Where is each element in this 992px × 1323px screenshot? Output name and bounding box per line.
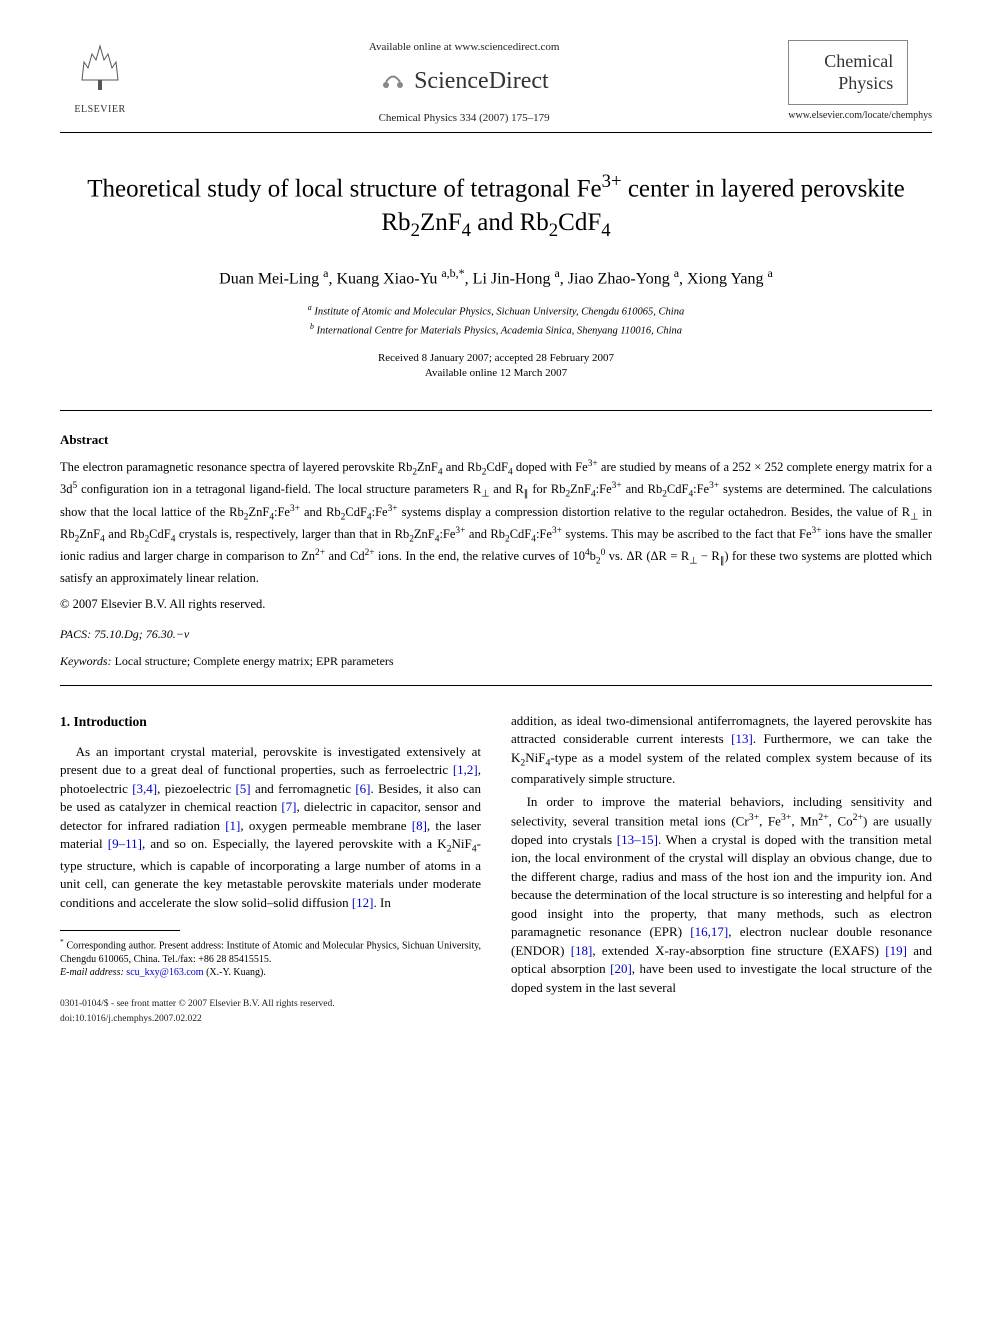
affiliation-a: a Institute of Atomic and Molecular Phys… [60, 302, 932, 320]
available-online-text: Available online at www.sciencedirect.co… [160, 40, 768, 55]
keywords-line: Keywords: Local structure; Complete ener… [60, 653, 932, 669]
sciencedirect-icon [380, 72, 411, 92]
keywords-value: Local structure; Complete energy matrix;… [115, 654, 394, 668]
article-dates: Received 8 January 2007; accepted 28 Feb… [60, 351, 932, 382]
pacs-value: 75.10.Dg; 76.30.−v [94, 627, 189, 641]
left-column: 1. Introduction As an important crystal … [60, 712, 481, 1027]
intro-para-1-continued: addition, as ideal two-dimensional antif… [511, 712, 932, 789]
footer-line1: 0301-0104/$ - see front matter © 2007 El… [60, 998, 481, 1011]
abstract-top-rule [60, 410, 932, 411]
sciencedirect-logo: ScienceDirect [160, 65, 768, 97]
pacs-label: PACS: [60, 627, 91, 641]
right-column: addition, as ideal two-dimensional antif… [511, 712, 932, 1027]
journal-box-line2: Physics [803, 73, 893, 95]
intro-para-2: In order to improve the material behavio… [511, 793, 932, 997]
body-columns: 1. Introduction As an important crystal … [60, 712, 932, 1027]
email-footnote: E-mail address: scu_kxy@163.com (X.-Y. K… [60, 966, 481, 980]
keywords-label: Keywords: [60, 654, 112, 668]
page-root: ELSEVIER Available online at www.science… [0, 0, 992, 1067]
intro-para-1: As an important crystal material, perovs… [60, 743, 481, 912]
header-center: Available online at www.sciencedirect.co… [140, 40, 788, 126]
sciencedirect-text: ScienceDirect [414, 68, 549, 94]
corresponding-footnote: * Corresponding author. Present address:… [60, 937, 481, 966]
email-label: E-mail address: [60, 967, 124, 978]
footnote-rule [60, 930, 180, 931]
affiliation-b: b International Centre for Materials Phy… [60, 321, 932, 339]
footer-line2: doi:10.1016/j.chemphys.2007.02.022 [60, 1013, 481, 1026]
email-tail: (X.-Y. Kuang). [206, 967, 266, 978]
elsevier-logo: ELSEVIER [60, 40, 140, 117]
abstract-body: The electron paramagnetic resonance spec… [60, 458, 932, 587]
abstract-bottom-rule [60, 685, 932, 686]
received-date: Received 8 January 2007; accepted 28 Feb… [60, 351, 932, 366]
journal-box-line1: Chemical [803, 51, 893, 73]
journal-title-box: Chemical Physics [788, 40, 908, 105]
journal-reference: Chemical Physics 334 (2007) 175–179 [160, 111, 768, 126]
email-link[interactable]: scu_kxy@163.com [126, 967, 203, 978]
pacs-line: PACS: 75.10.Dg; 76.30.−v [60, 626, 932, 642]
journal-url: www.elsevier.com/locate/chemphys [788, 109, 932, 123]
authors-line: Duan Mei-Ling a, Kuang Xiao-Yu a,b,*, Li… [60, 265, 932, 290]
affiliations: a Institute of Atomic and Molecular Phys… [60, 302, 932, 339]
header-right: Chemical Physics www.elsevier.com/locate… [788, 40, 932, 123]
abstract-copyright: © 2007 Elsevier B.V. All rights reserved… [60, 596, 932, 613]
elsevier-tree-icon [60, 40, 140, 103]
abstract-heading: Abstract [60, 431, 932, 449]
online-date: Available online 12 March 2007 [60, 366, 932, 381]
header-row: ELSEVIER Available online at www.science… [60, 40, 932, 126]
article-title: Theoretical study of local structure of … [60, 169, 932, 243]
elsevier-publisher-label: ELSEVIER [60, 103, 140, 117]
section-heading-intro: 1. Introduction [60, 712, 481, 731]
header-rule [60, 132, 932, 133]
